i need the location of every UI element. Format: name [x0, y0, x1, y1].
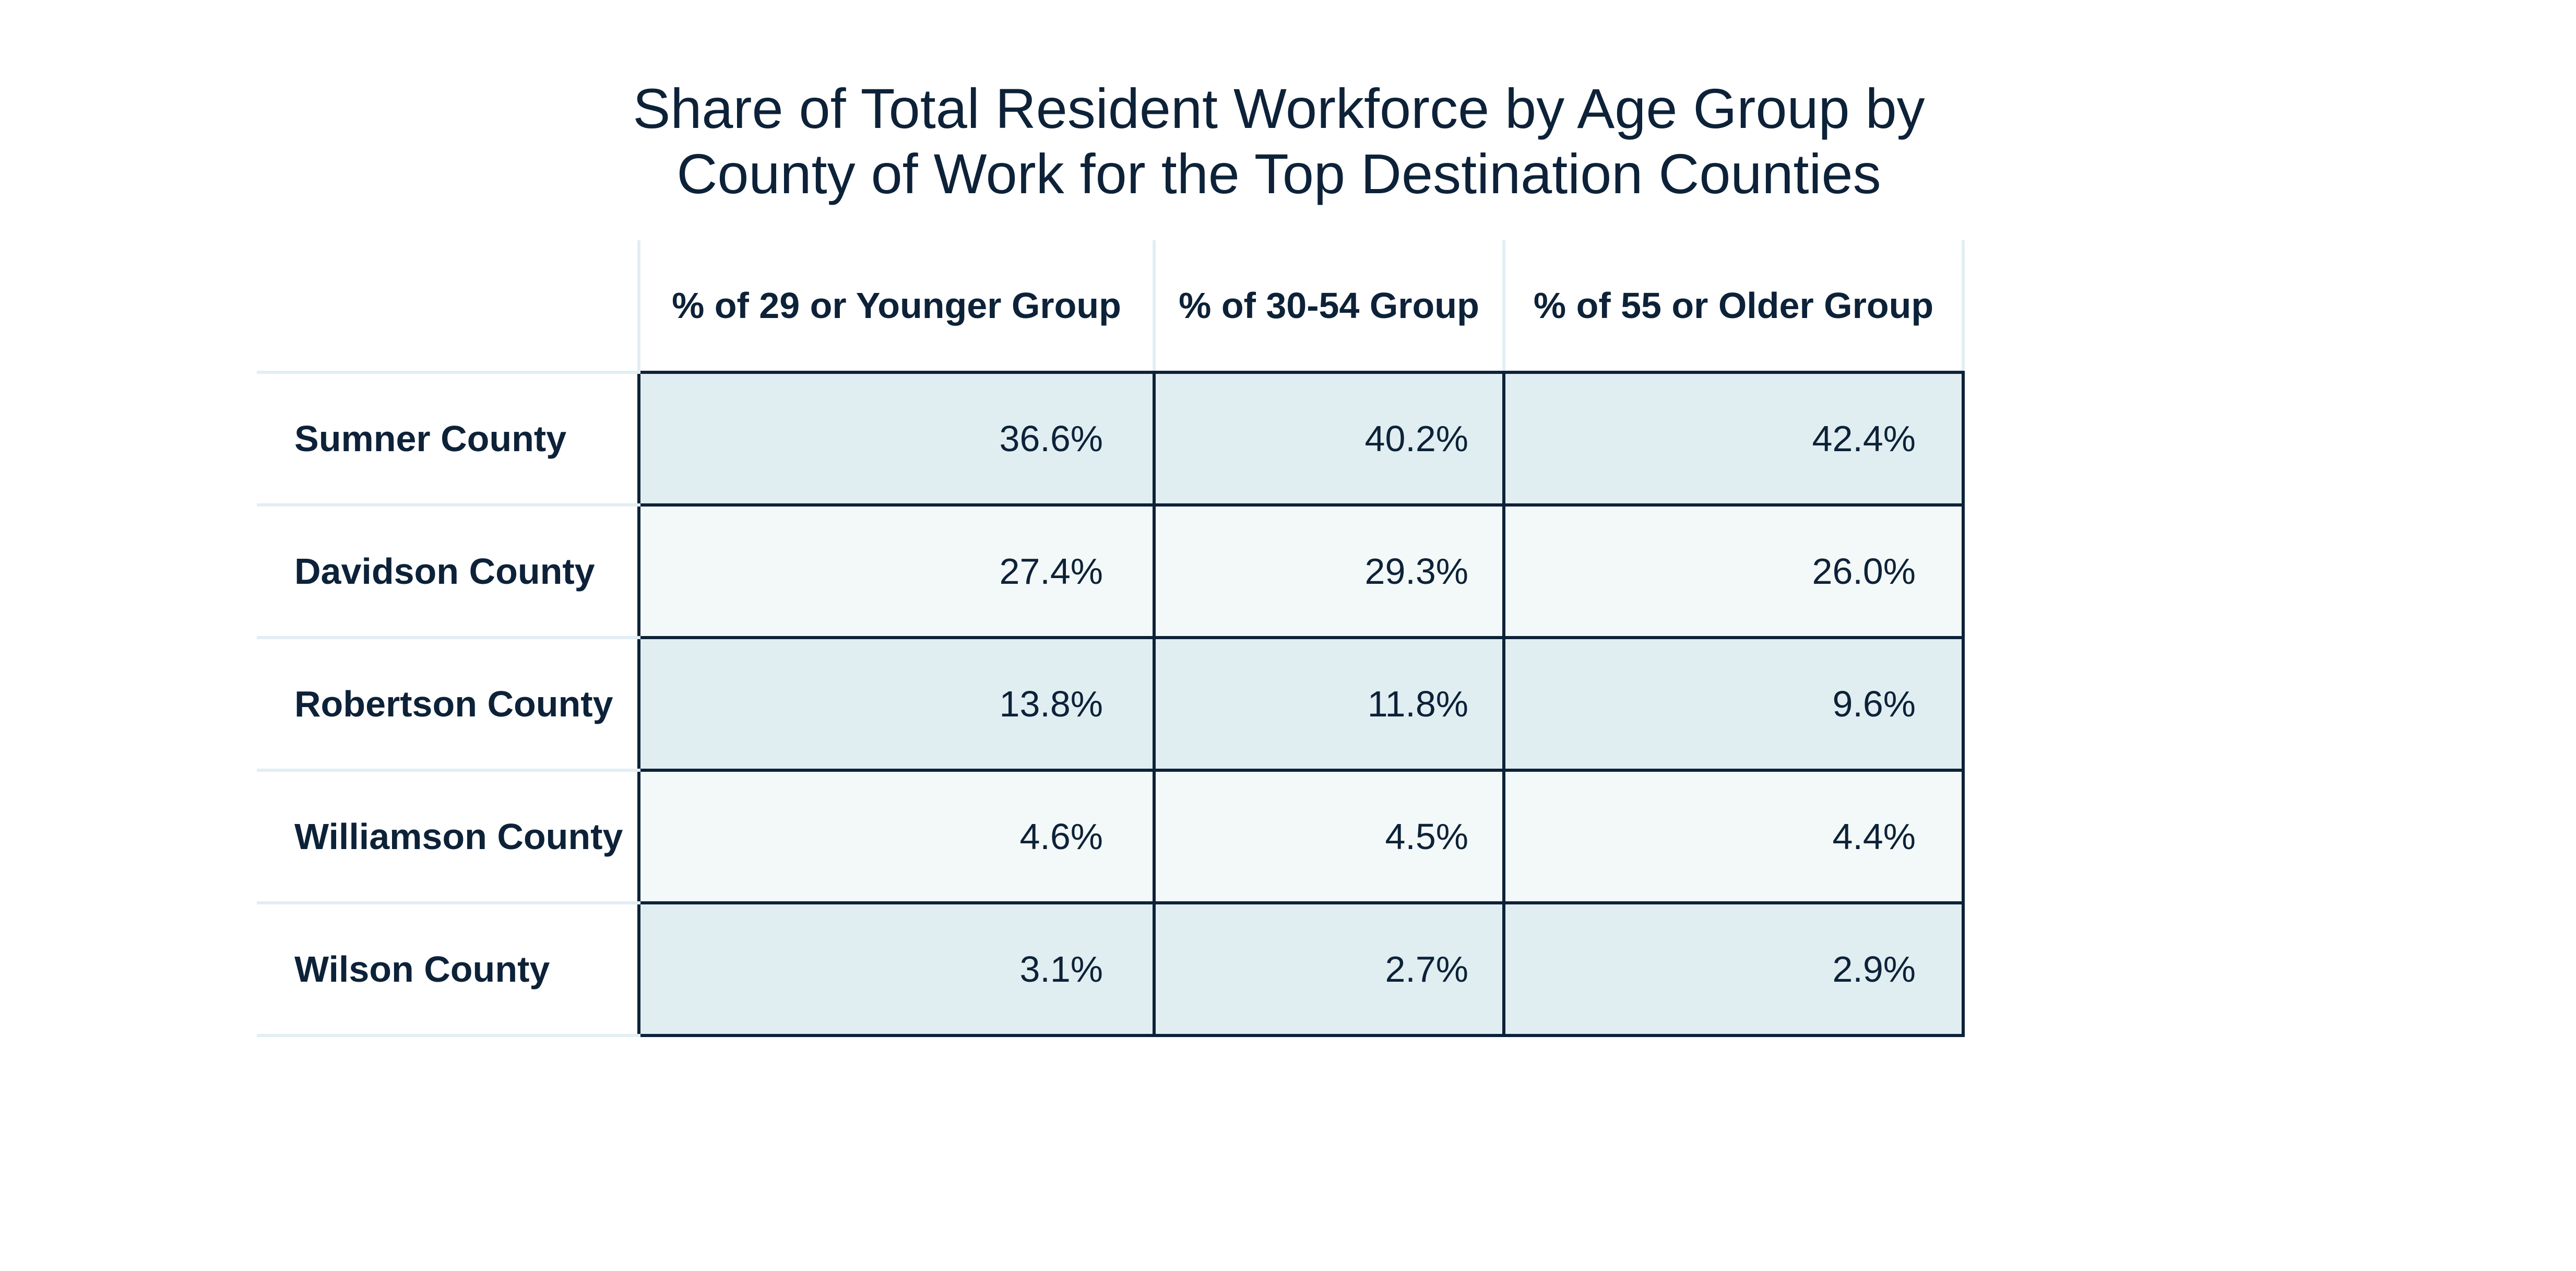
chart-title-line-1: Share of Total Resident Workforce by Age… [633, 77, 1925, 140]
table-row: Wilson County 3.1% 2.7% 2.9% [257, 901, 1965, 1037]
header-row: % of 29 or Younger Group % of 30-54 Grou… [257, 240, 1965, 374]
header-corner-cell [257, 240, 640, 374]
value-cell: 9.6% [1502, 636, 1965, 772]
chart-title: Share of Total Resident Workforce by Age… [470, 76, 2088, 206]
value-cell: 2.9% [1502, 901, 1965, 1037]
value-cell: 40.2% [1153, 371, 1505, 507]
value-cell: 26.0% [1502, 503, 1965, 639]
value-cell: 2.7% [1153, 901, 1505, 1037]
row-label: Wilson County [257, 901, 640, 1037]
column-header-29-or-younger: % of 29 or Younger Group [637, 240, 1156, 374]
column-header-55-or-older: % of 55 or Older Group [1502, 240, 1965, 374]
row-label: Robertson County [257, 636, 640, 772]
table-row: Sumner County 36.6% 40.2% 42.4% [257, 371, 1965, 507]
value-cell: 4.6% [637, 769, 1156, 904]
table-row: Williamson County 4.6% 4.5% 4.4% [257, 769, 1965, 904]
value-cell: 4.4% [1502, 769, 1965, 904]
table-row: Robertson County 13.8% 11.8% 9.6% [257, 636, 1965, 772]
chart-title-line-2: County of Work for the Top Destination C… [676, 142, 1881, 205]
row-label: Sumner County [257, 371, 640, 507]
value-cell: 27.4% [637, 503, 1156, 639]
row-label: Davidson County [257, 503, 640, 639]
value-cell: 42.4% [1502, 371, 1965, 507]
row-label: Williamson County [257, 769, 640, 904]
value-cell: 36.6% [637, 371, 1156, 507]
value-cell: 11.8% [1153, 636, 1505, 772]
value-cell: 3.1% [637, 901, 1156, 1037]
column-header-30-54: % of 30-54 Group [1153, 240, 1505, 374]
table-row: Davidson County 27.4% 29.3% 26.0% [257, 503, 1965, 639]
data-table-container: % of 29 or Younger Group % of 30-54 Grou… [257, 240, 1965, 1037]
data-table: % of 29 or Younger Group % of 30-54 Grou… [257, 240, 1965, 1037]
value-cell: 29.3% [1153, 503, 1505, 639]
value-cell: 4.5% [1153, 769, 1505, 904]
value-cell: 13.8% [637, 636, 1156, 772]
